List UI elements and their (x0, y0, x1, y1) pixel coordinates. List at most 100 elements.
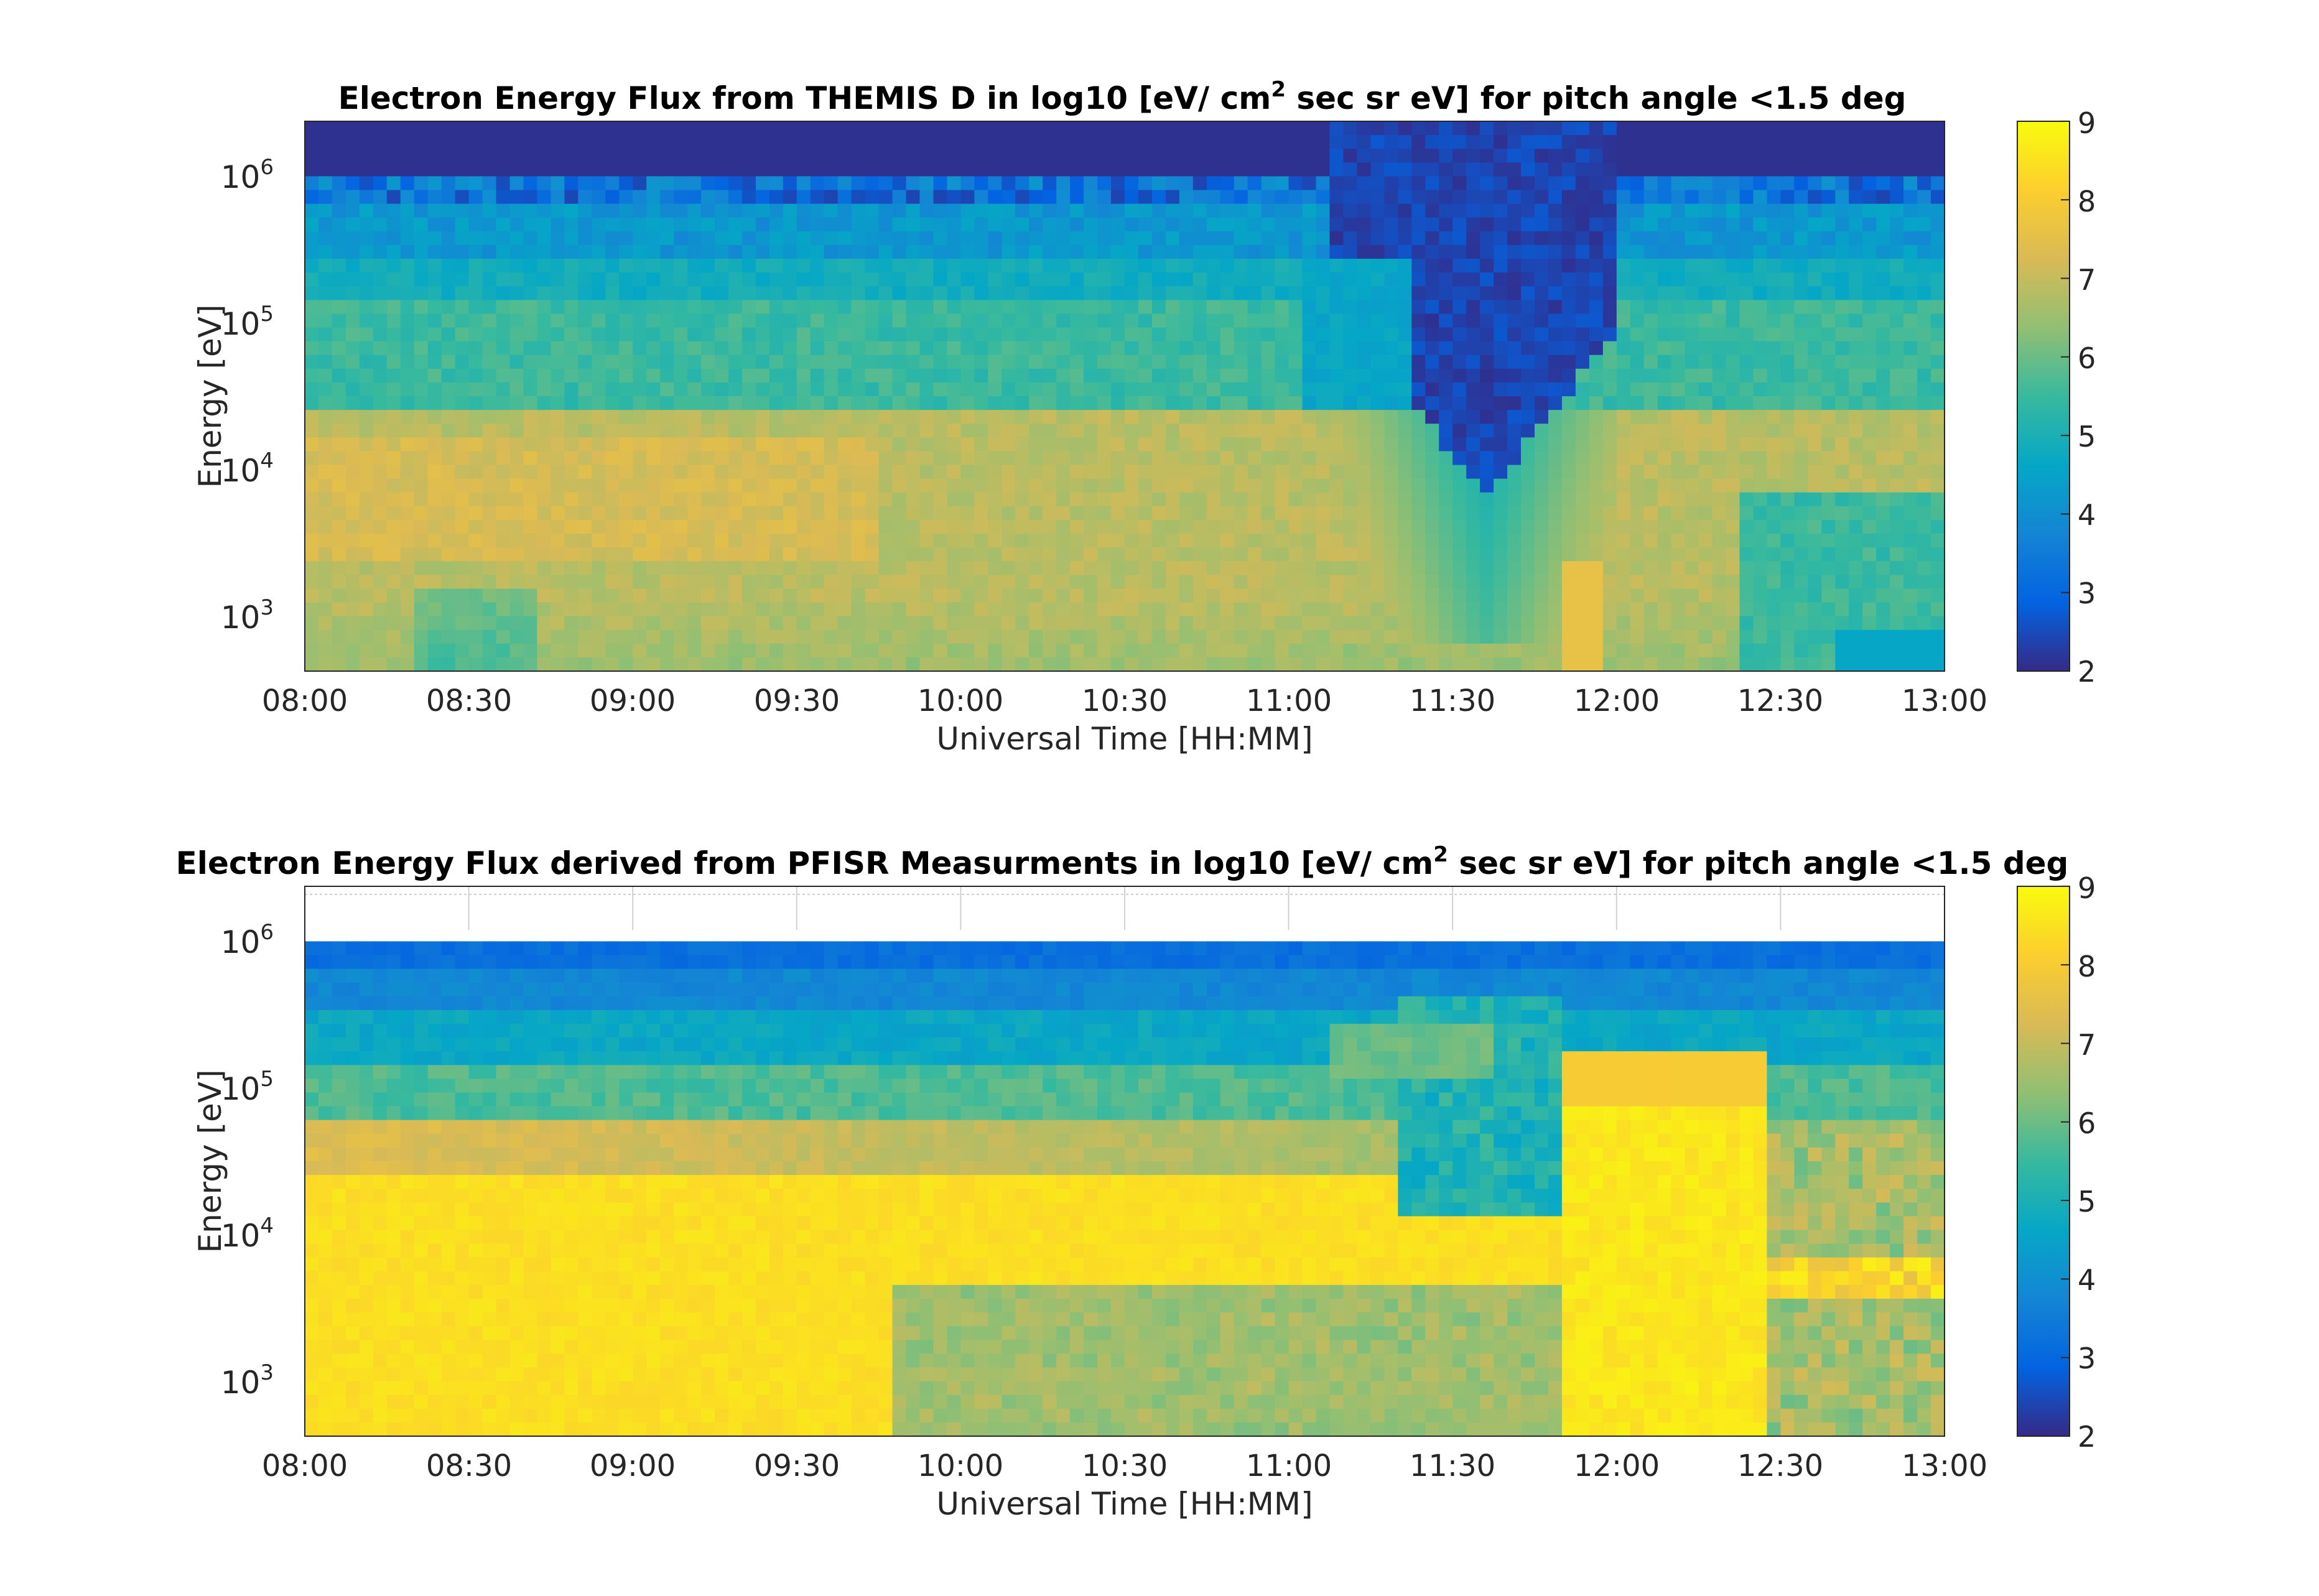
heatmap-cell (537, 534, 551, 548)
heatmap-cell (386, 534, 401, 548)
heatmap-cell (837, 341, 852, 356)
heatmap-cell (674, 616, 688, 631)
heatmap-cell (947, 244, 961, 259)
heatmap-cell (701, 313, 715, 328)
heatmap-cell (783, 355, 797, 369)
heatmap-cell (359, 396, 374, 411)
heatmap-cell (1876, 368, 1890, 383)
heatmap-cell (1343, 176, 1358, 191)
heatmap-cell (1302, 451, 1317, 466)
heatmap-cell (1111, 616, 1125, 631)
heatmap-cell (1494, 602, 1508, 617)
heatmap-cell (974, 313, 988, 328)
heatmap-cell (796, 465, 811, 480)
heatmap-cell (906, 478, 921, 493)
heatmap-cell (960, 135, 975, 149)
heatmap-cell (1192, 286, 1207, 300)
heatmap-cell (1480, 300, 1494, 314)
heatmap-cell (578, 519, 592, 534)
heatmap-cell (1862, 492, 1877, 507)
heatmap-cell (919, 300, 934, 314)
heatmap-cell (1220, 382, 1235, 397)
heatmap-cell (810, 643, 825, 658)
heatmap-cell (701, 492, 715, 507)
heatmap-cell (960, 244, 975, 259)
heatmap-cell (796, 286, 811, 300)
heatmap-cell (482, 121, 497, 136)
heatmap-cell (878, 217, 893, 232)
heatmap-cell (906, 135, 921, 149)
heatmap-cell (1439, 176, 1453, 191)
heatmap-cell (783, 588, 797, 603)
heatmap-cell (919, 506, 934, 521)
heatmap-cell (1535, 396, 1549, 411)
heatmap-cell (1029, 190, 1043, 205)
heatmap-cell (701, 547, 715, 562)
heatmap-cell (1657, 382, 1672, 397)
heatmap-cell (1192, 382, 1207, 397)
heatmap-cell (305, 1189, 319, 1203)
heatmap-cell (1452, 203, 1467, 218)
heatmap-cell (1056, 190, 1071, 205)
heatmap-cell (1343, 451, 1358, 466)
heatmap-cell (1931, 272, 1945, 287)
heatmap-cell (1439, 588, 1453, 603)
heatmap-cell (1548, 616, 1563, 631)
heatmap-cell (1494, 300, 1508, 314)
heatmap-cell (1602, 190, 1617, 205)
panel-1-x-ticks: 08:00 08:30 09:00 09:30 10:00 10:30 11:0… (262, 684, 1987, 718)
heatmap-cell (947, 300, 961, 314)
heatmap-cell (318, 968, 333, 983)
heatmap-cell (1192, 478, 1207, 493)
heatmap-cell (687, 217, 702, 232)
heatmap-cell (1917, 313, 1931, 328)
heatmap-cell (1261, 355, 1276, 369)
heatmap-cell (386, 465, 401, 480)
heatmap-cell (1288, 657, 1303, 672)
heatmap-cell (1275, 327, 1290, 342)
heatmap-cell (1589, 272, 1604, 287)
heatmap-cell (1903, 629, 1918, 644)
heatmap-cell (660, 478, 674, 493)
heatmap-cell (1876, 244, 1890, 259)
heatmap-cell (305, 941, 319, 956)
heatmap-cell (1548, 561, 1563, 575)
heatmap-cell (1890, 190, 1904, 205)
heatmap-cell (1821, 121, 1836, 136)
heatmap-cell (1548, 313, 1563, 328)
heatmap-cell (1507, 341, 1522, 356)
heatmap-cell (1794, 244, 1808, 259)
panel-1-x-tick-label: 08:30 (426, 684, 512, 718)
heatmap-cell (837, 506, 852, 521)
heatmap-cell (1671, 300, 1686, 314)
heatmap-cell (878, 203, 893, 218)
heatmap-cell (1561, 368, 1576, 383)
heatmap-cell (1220, 602, 1235, 617)
heatmap-cell (1015, 519, 1029, 534)
heatmap-cell (865, 190, 880, 205)
heatmap-cell (1671, 437, 1686, 452)
heatmap-cell (1125, 506, 1139, 521)
heatmap-cell (318, 1147, 333, 1162)
heatmap-cell (1521, 368, 1535, 383)
heatmap-cell (1384, 547, 1398, 562)
heatmap-cell (1643, 451, 1658, 466)
heatmap-cell (1425, 588, 1439, 603)
heatmap-cell (796, 203, 811, 218)
heatmap-cell (1507, 231, 1522, 246)
heatmap-cell (1165, 259, 1180, 273)
heatmap-cell (523, 424, 538, 438)
heatmap-cell (824, 203, 839, 218)
heatmap-cell (1602, 437, 1617, 452)
heatmap-cell (865, 588, 880, 603)
heatmap-cell (1316, 176, 1331, 191)
heatmap-cell (1753, 272, 1768, 287)
heatmap-cell (769, 519, 784, 534)
heatmap-cell (1151, 616, 1166, 631)
heatmap-cell (1480, 341, 1494, 356)
heatmap-cell (332, 982, 346, 997)
heatmap-cell (1206, 643, 1221, 658)
heatmap-cell (1712, 629, 1727, 644)
heatmap-cell (1370, 506, 1385, 521)
heatmap-cell (605, 300, 620, 314)
